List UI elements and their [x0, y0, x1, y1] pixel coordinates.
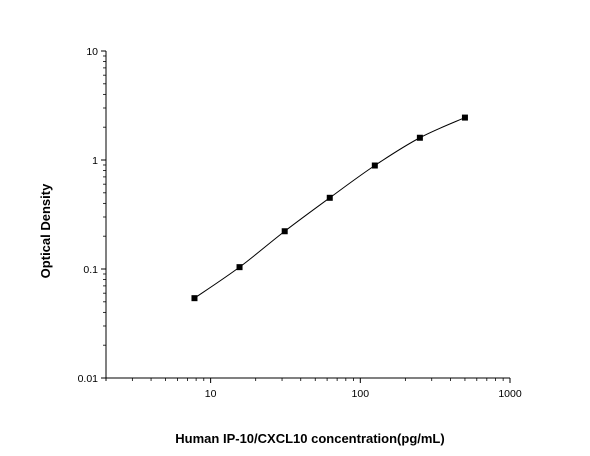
- y-tick-label: 0.1: [83, 264, 98, 276]
- data-point: [371, 162, 378, 169]
- data-point: [326, 194, 333, 201]
- data-point: [416, 134, 423, 141]
- fit-curve: [194, 117, 466, 299]
- x-tick-label: 1000: [498, 388, 522, 400]
- y-tick-label: 0.01: [78, 373, 99, 385]
- x-tick-label: 100: [352, 388, 370, 400]
- x-axis-title: Human IP-10/CXCL10 concentration(pg/mL): [175, 431, 444, 446]
- y-tick-label: 10: [86, 46, 98, 58]
- data-point: [236, 264, 243, 271]
- x-tick-label: 10: [205, 388, 217, 400]
- axes: 0.01 0.1 1 10 10 100 1000: [78, 46, 522, 400]
- fit-curve-group: [194, 117, 466, 299]
- data-point: [191, 295, 198, 302]
- data-point: [281, 228, 288, 235]
- data-points-group: [191, 114, 468, 302]
- y-tick-label: 1: [92, 155, 98, 167]
- y-axis-title: Optical Density: [38, 183, 53, 278]
- data-point: [461, 114, 468, 121]
